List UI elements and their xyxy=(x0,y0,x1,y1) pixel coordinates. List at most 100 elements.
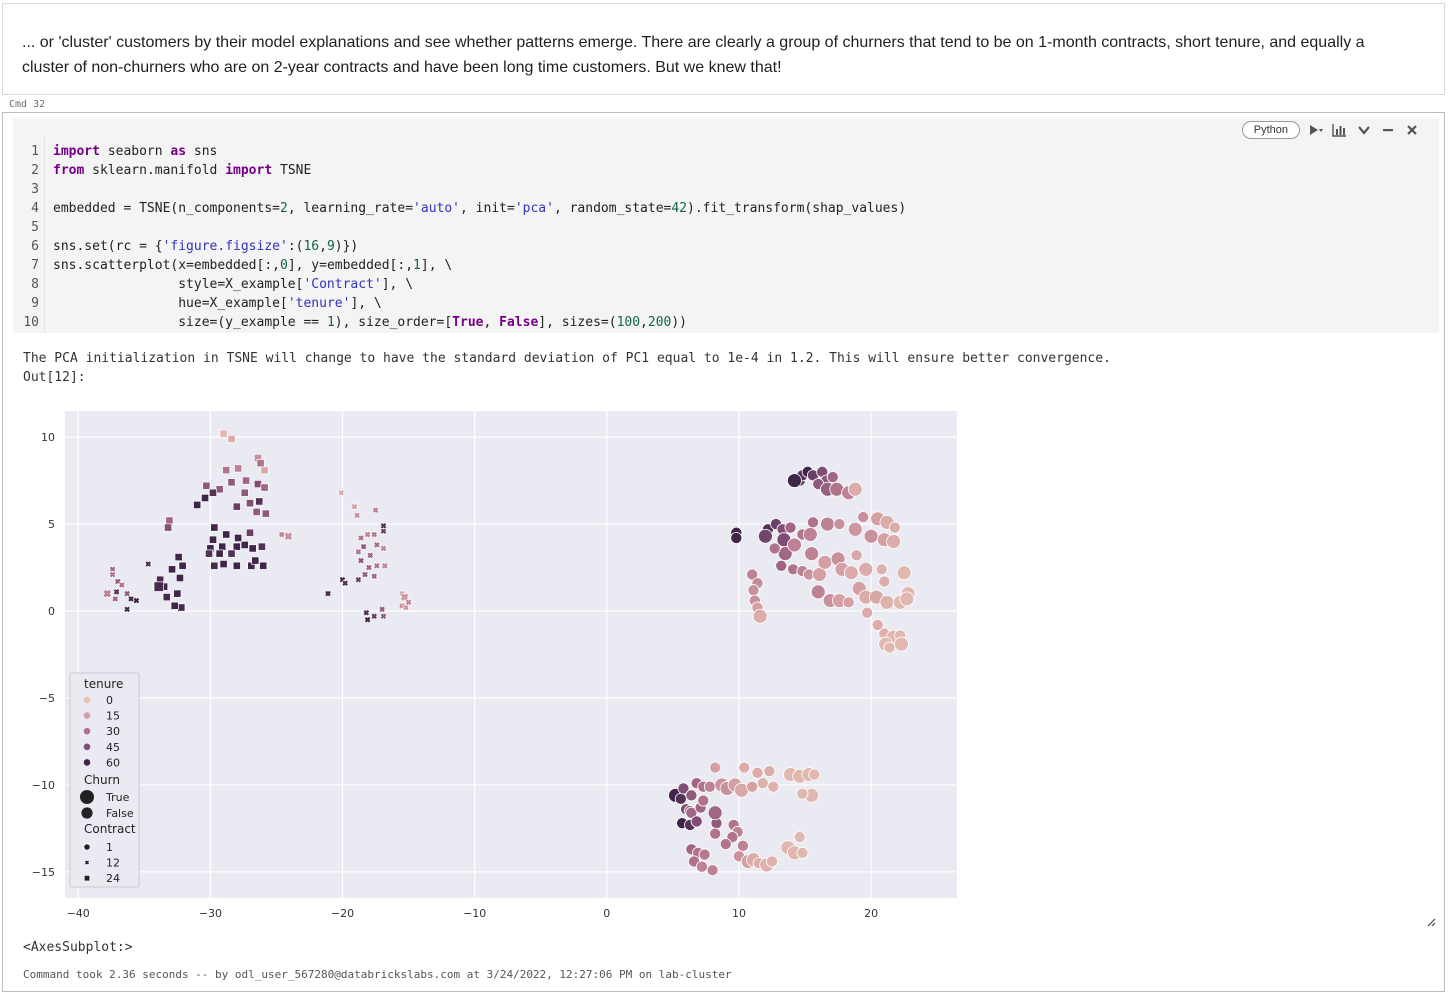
markdown-line-2: cluster of non-churners who are on 2-yea… xyxy=(22,59,782,76)
data-point xyxy=(215,485,224,494)
line-number: 4 xyxy=(31,201,39,216)
data-point xyxy=(227,549,236,558)
data-point xyxy=(817,554,833,570)
code-token: , init= xyxy=(460,201,515,216)
legend-contract-label: 1 xyxy=(106,841,113,854)
data-point xyxy=(324,589,332,598)
language-selector[interactable]: Python xyxy=(1241,121,1300,139)
data-point xyxy=(746,780,759,793)
data-point xyxy=(674,792,687,805)
code-token: ), size_order=[ xyxy=(334,315,453,330)
code-token: )}) xyxy=(334,239,359,254)
line-number: 10 xyxy=(23,315,39,330)
data-point xyxy=(763,765,776,778)
cell-toolbar: Python xyxy=(1241,121,1420,139)
data-point xyxy=(843,565,859,581)
data-point xyxy=(357,534,365,542)
y-tick-label: 10 xyxy=(41,431,55,444)
tsne-scatter-plot: −40 −30 −20 −10 0 10 20 10 5 0 −5 −10 −15 tenure 0 15 30… xyxy=(32,411,957,920)
code-token: , xyxy=(319,239,327,254)
data-point xyxy=(132,596,141,605)
data-point xyxy=(775,559,788,572)
code-line: from sklearn.manifold import TSNE xyxy=(53,161,311,180)
data-point xyxy=(354,548,363,556)
data-point xyxy=(861,606,874,619)
code-token: 200 xyxy=(647,315,672,330)
markdown-cell[interactable]: ... or 'cluster' customers by their mode… xyxy=(2,3,1445,95)
data-point xyxy=(784,521,797,534)
data-point xyxy=(777,546,793,562)
chart-icon[interactable] xyxy=(1332,122,1348,138)
code-token: 'pca' xyxy=(514,201,554,216)
data-point xyxy=(337,489,345,497)
data-point xyxy=(363,615,372,624)
data-point xyxy=(806,516,819,529)
legend-churn-swatch xyxy=(81,807,93,819)
data-point xyxy=(370,572,378,580)
line-number: 6 xyxy=(31,239,39,254)
data-point xyxy=(752,608,768,624)
code-token: ], y=embedded[:, xyxy=(287,258,414,273)
code-token: 'auto' xyxy=(413,201,461,216)
code-line: import seaborn as sns xyxy=(53,142,217,161)
code-token: True xyxy=(452,315,484,330)
data-point xyxy=(144,560,152,568)
data-point xyxy=(215,549,224,558)
data-point xyxy=(248,544,257,553)
legend-title-churn: Churn xyxy=(84,773,120,787)
data-point xyxy=(833,518,846,531)
data-point xyxy=(227,434,236,443)
data-point xyxy=(379,612,388,620)
legend-tenure-label: 15 xyxy=(106,710,120,723)
data-point xyxy=(808,768,821,781)
data-point xyxy=(379,544,388,553)
data-point xyxy=(871,618,884,631)
data-point xyxy=(787,473,802,488)
code-token: 'figure.figsize' xyxy=(162,239,288,254)
data-point xyxy=(112,588,121,596)
code-cell[interactable]: 1 import seaborn as sns 2 from sklearn.mani… xyxy=(2,112,1445,992)
data-point xyxy=(365,563,373,572)
code-editor[interactable]: 1 import seaborn as sns 2 from sklearn.mani… xyxy=(13,118,1439,333)
chevron-down-icon[interactable] xyxy=(1356,122,1372,138)
line-number: 9 xyxy=(31,296,39,311)
close-icon[interactable] xyxy=(1404,122,1420,138)
run-icon[interactable] xyxy=(1308,122,1324,138)
legend-churn-label: False xyxy=(106,807,134,820)
data-point xyxy=(863,528,879,544)
data-point xyxy=(875,563,888,576)
minimize-icon[interactable] xyxy=(1380,122,1396,138)
code-token: , learning_rate= xyxy=(287,201,414,216)
code-token: 100 xyxy=(616,315,641,330)
code-token: ], \ xyxy=(381,277,414,292)
markdown-line-1: ... or 'cluster' customers by their mode… xyxy=(22,34,1365,51)
command-footer: Command took 2.36 seconds -- by odl_user… xyxy=(23,968,732,981)
data-point xyxy=(102,588,113,599)
data-point xyxy=(222,530,231,539)
data-point xyxy=(260,466,269,475)
data-point xyxy=(751,766,764,779)
line-number: 7 xyxy=(31,258,39,273)
data-point xyxy=(719,838,732,851)
code-token: seaborn xyxy=(99,144,171,159)
legend-contract-swatch xyxy=(84,859,90,866)
data-point xyxy=(888,521,901,534)
data-point xyxy=(883,641,896,654)
data-point xyxy=(208,488,218,497)
x-tick-label: 0 xyxy=(603,907,610,920)
data-point xyxy=(697,794,710,807)
data-point xyxy=(379,522,388,530)
data-point xyxy=(240,540,249,549)
legend-contract-swatch xyxy=(83,843,91,851)
code-token: as xyxy=(170,144,187,159)
y-tick-label: 0 xyxy=(48,605,55,618)
data-point xyxy=(255,497,264,506)
legend-contract-swatch xyxy=(83,875,91,882)
code-token: from xyxy=(53,163,85,178)
resize-handle-icon[interactable] xyxy=(1427,918,1436,927)
code-line: size=(y_example == 1), size_order=[True,… xyxy=(53,313,687,332)
legend-tenure-swatch xyxy=(83,743,91,751)
data-point xyxy=(257,542,266,551)
data-point xyxy=(709,827,722,840)
data-point xyxy=(219,560,228,569)
